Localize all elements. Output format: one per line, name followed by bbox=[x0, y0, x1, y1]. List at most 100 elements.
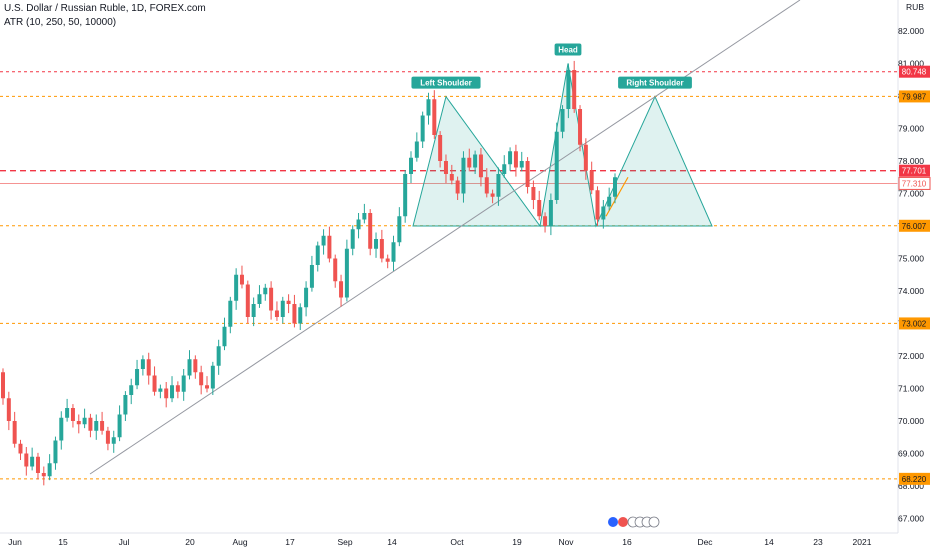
candle-body bbox=[414, 141, 419, 158]
pattern-label: Right Shoulder bbox=[626, 79, 683, 88]
candle-body bbox=[572, 70, 577, 109]
candle-body bbox=[607, 196, 612, 207]
level-label-bg bbox=[899, 472, 930, 485]
candle-body bbox=[245, 284, 250, 317]
candle-body bbox=[613, 177, 617, 197]
x-tick-label: Jun bbox=[8, 537, 22, 547]
candle-body bbox=[123, 395, 128, 415]
candle-body bbox=[309, 265, 314, 288]
y-tick-label: 77.000 bbox=[898, 189, 924, 199]
candle-body bbox=[170, 385, 175, 399]
candle-body bbox=[70, 408, 75, 421]
pattern-label-bg bbox=[411, 76, 481, 89]
trendline bbox=[89, 0, 801, 475]
level-label-bg bbox=[899, 219, 930, 232]
x-tick-label: 16 bbox=[622, 537, 632, 547]
candle-body bbox=[409, 157, 413, 174]
candle-body bbox=[228, 300, 233, 327]
candle-body bbox=[274, 310, 279, 317]
candle-body bbox=[205, 385, 209, 389]
candle-body bbox=[216, 346, 221, 366]
candle-body bbox=[146, 359, 151, 376]
candle-body bbox=[578, 109, 583, 145]
candle-body bbox=[304, 287, 309, 308]
x-tick-label: 20 bbox=[185, 537, 195, 547]
candle-body bbox=[397, 216, 402, 243]
level-label: 79.987 bbox=[902, 92, 927, 101]
y-tick-label: 82.000 bbox=[898, 26, 924, 36]
candle-body bbox=[222, 326, 227, 347]
candle-body bbox=[82, 417, 87, 425]
x-tick-label: Sep bbox=[337, 537, 352, 547]
level-label: 77.701 bbox=[902, 167, 927, 176]
level-label-bg bbox=[898, 176, 931, 190]
candle-body bbox=[333, 258, 338, 282]
candle-body bbox=[175, 385, 180, 392]
indicator-label: ATR (10, 250, 50, 10000) bbox=[4, 17, 117, 28]
candle-body bbox=[35, 456, 40, 473]
candle-body bbox=[478, 154, 483, 178]
level-label-bg bbox=[899, 317, 930, 330]
level-label: 77.310 bbox=[902, 179, 927, 188]
x-tick-label: 19 bbox=[512, 537, 522, 547]
candle-body bbox=[263, 287, 268, 295]
candles bbox=[1, 60, 617, 486]
candle-body bbox=[53, 440, 58, 464]
candle-body bbox=[595, 190, 600, 220]
candle-body bbox=[321, 235, 326, 246]
candle-body bbox=[426, 99, 431, 116]
candle-body bbox=[543, 216, 548, 226]
candle-body bbox=[327, 235, 332, 259]
y-tick-label: 78.000 bbox=[898, 156, 924, 166]
candle-body bbox=[484, 177, 489, 194]
candle-body bbox=[403, 174, 408, 217]
chart-title: U.S. Dollar / Russian Ruble, 1D, FOREX.c… bbox=[4, 3, 206, 14]
flag-icon[interactable] bbox=[608, 517, 618, 527]
candle-body bbox=[519, 161, 524, 168]
flag-icon[interactable] bbox=[618, 517, 628, 527]
candle-body bbox=[257, 294, 262, 304]
candle-body bbox=[344, 248, 349, 298]
candle-body bbox=[368, 213, 373, 249]
candle-body bbox=[473, 154, 478, 168]
y-tick-label: 70.000 bbox=[898, 416, 924, 426]
x-tick-label: 23 bbox=[813, 537, 823, 547]
candle-body bbox=[537, 200, 542, 217]
flag-icon[interactable] bbox=[648, 516, 660, 528]
candle-body bbox=[508, 151, 513, 165]
candle-body bbox=[385, 258, 390, 262]
candle-body bbox=[513, 151, 518, 168]
candle-body bbox=[432, 99, 437, 135]
candle-body bbox=[41, 473, 46, 477]
y-tick-label: 69.000 bbox=[898, 449, 924, 459]
y-tick-label: 74.000 bbox=[898, 286, 924, 296]
candle-body bbox=[280, 300, 285, 317]
level-label: 80.748 bbox=[902, 68, 927, 77]
x-tick-label: Aug bbox=[232, 537, 247, 547]
candle-body bbox=[379, 239, 384, 259]
candle-body bbox=[76, 421, 81, 425]
candle-body bbox=[111, 437, 116, 444]
candle-body bbox=[467, 157, 472, 168]
y-tick-label: 68.000 bbox=[898, 481, 924, 491]
x-tick-label: 15 bbox=[58, 537, 68, 547]
pattern-label-bg bbox=[618, 76, 692, 89]
event-icons[interactable] bbox=[608, 516, 660, 528]
level-label: 68.220 bbox=[902, 475, 927, 484]
candle-body bbox=[455, 180, 460, 194]
y-tick-label: 67.000 bbox=[898, 514, 924, 524]
candle-body bbox=[391, 242, 396, 262]
x-tick-label: Jul bbox=[119, 537, 130, 547]
candle-body bbox=[94, 421, 99, 431]
candle-body bbox=[129, 385, 134, 395]
candle-body bbox=[350, 229, 355, 249]
candle-body bbox=[193, 359, 198, 373]
y-tick-label: 79.000 bbox=[898, 124, 924, 134]
candle-body bbox=[374, 239, 379, 249]
x-tick-label: Dec bbox=[697, 537, 713, 547]
level-label: 73.002 bbox=[902, 319, 927, 328]
candle-body bbox=[449, 174, 454, 181]
candle-body bbox=[105, 430, 110, 444]
candle-body bbox=[59, 417, 64, 441]
